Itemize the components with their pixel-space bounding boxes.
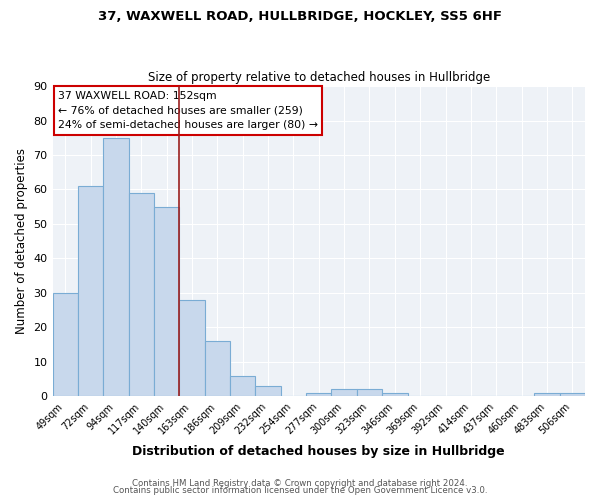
X-axis label: Distribution of detached houses by size in Hullbridge: Distribution of detached houses by size … [133,444,505,458]
Y-axis label: Number of detached properties: Number of detached properties [15,148,28,334]
Bar [179,300,205,396]
Bar [53,293,78,397]
Bar [382,393,407,396]
Text: Contains public sector information licensed under the Open Government Licence v3: Contains public sector information licen… [113,486,487,495]
Bar [560,393,585,396]
Bar [154,206,179,396]
Bar [230,376,256,396]
Text: Contains HM Land Registry data © Crown copyright and database right 2024.: Contains HM Land Registry data © Crown c… [132,478,468,488]
Bar [128,193,154,396]
Bar [331,390,357,396]
Bar [306,393,331,396]
Bar [534,393,560,396]
Bar [256,386,281,396]
Bar [103,138,128,396]
Bar [205,341,230,396]
Title: Size of property relative to detached houses in Hullbridge: Size of property relative to detached ho… [148,70,490,84]
Text: 37, WAXWELL ROAD, HULLBRIDGE, HOCKLEY, SS5 6HF: 37, WAXWELL ROAD, HULLBRIDGE, HOCKLEY, S… [98,10,502,23]
Text: 37 WAXWELL ROAD: 152sqm
← 76% of detached houses are smaller (259)
24% of semi-d: 37 WAXWELL ROAD: 152sqm ← 76% of detache… [58,90,318,130]
Bar [357,390,382,396]
Bar [78,186,103,396]
